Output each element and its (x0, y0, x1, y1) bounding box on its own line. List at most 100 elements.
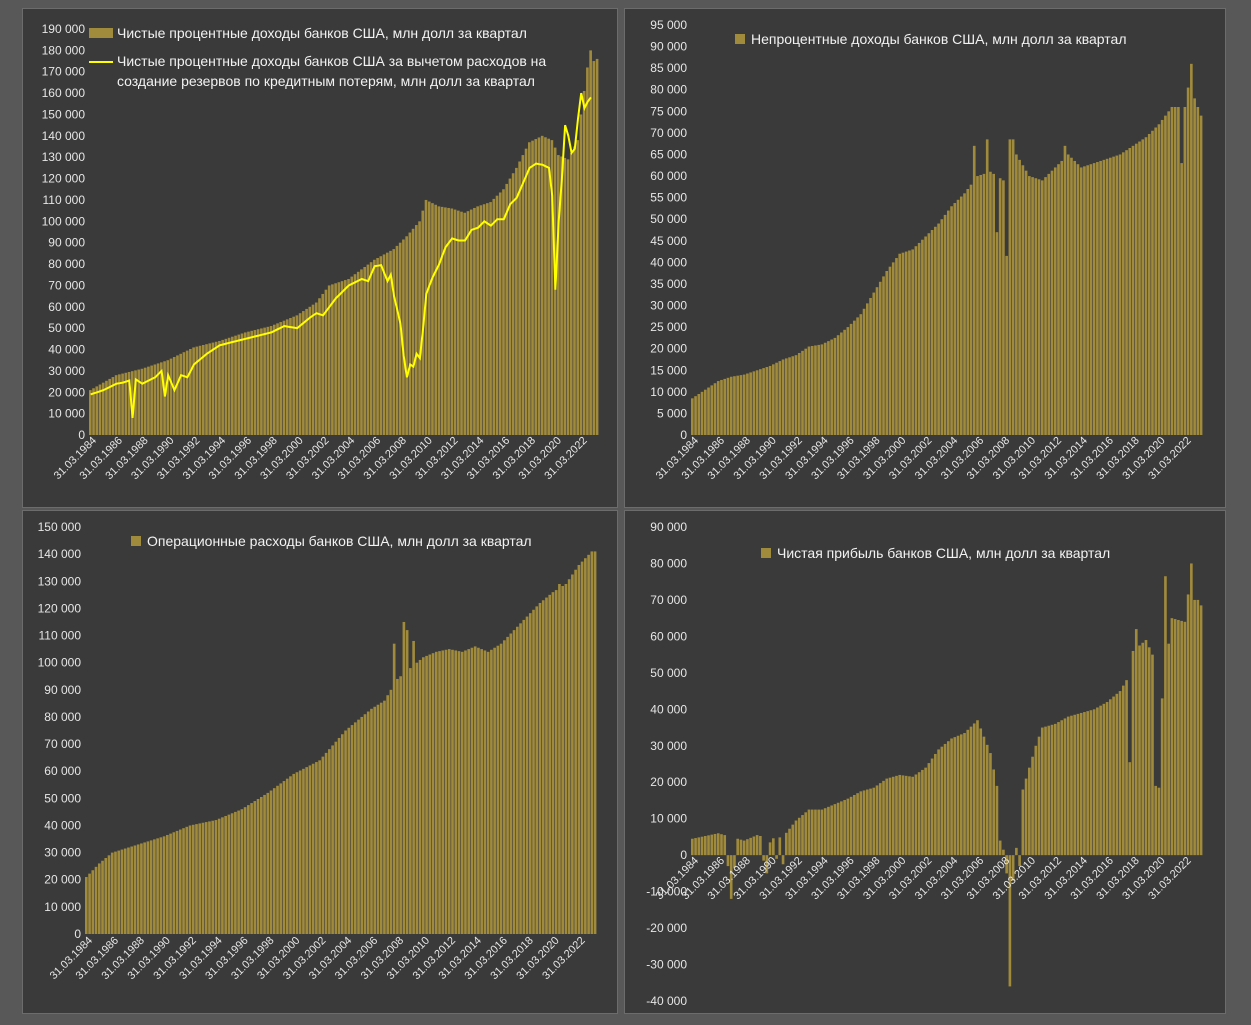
bar (399, 676, 402, 934)
bar (972, 145, 976, 435)
bar (1037, 736, 1041, 856)
bar (447, 207, 450, 435)
bar (784, 358, 788, 435)
bar (133, 845, 137, 934)
bar (1015, 847, 1018, 856)
bar (788, 828, 791, 856)
bar (150, 365, 153, 435)
bar (392, 249, 396, 435)
bar (483, 650, 487, 934)
y-tick-label: -10 000 (646, 885, 687, 899)
bar (469, 209, 473, 435)
bar (1092, 163, 1096, 435)
bar (107, 855, 111, 934)
bar (389, 250, 392, 435)
bar (998, 178, 1002, 436)
y-tick-label: 20 000 (650, 342, 687, 356)
bar (823, 808, 827, 856)
bar (1144, 640, 1148, 856)
bar (370, 708, 373, 934)
y-tick-label: 40 000 (650, 255, 687, 269)
bar (592, 61, 596, 435)
bar (853, 320, 856, 435)
bar (195, 824, 198, 934)
bar (1053, 167, 1057, 435)
bar (123, 848, 127, 934)
bar (810, 809, 814, 856)
chart-panel-net-income: -40 000 -30 000 -20 000 -10 000 0 10 000 20 00… (624, 510, 1226, 1014)
y-tick-label: 110 000 (39, 629, 82, 643)
bar (276, 785, 279, 934)
bar (791, 356, 795, 435)
bar (324, 289, 328, 435)
y-tick-label: 170 000 (42, 65, 86, 79)
bar (480, 649, 483, 934)
bar (1060, 720, 1064, 856)
bar (1096, 162, 1099, 436)
bar (1031, 177, 1034, 435)
bar (788, 357, 791, 435)
bar (703, 836, 707, 856)
bar (490, 649, 493, 934)
bar (136, 844, 140, 934)
bar (856, 317, 859, 435)
bar (163, 361, 166, 435)
y-tick-label: 20 000 (650, 775, 687, 789)
bar (508, 178, 512, 435)
bar (733, 376, 736, 435)
bar (694, 396, 697, 435)
bar (230, 813, 234, 934)
bar (969, 184, 973, 435)
bar (911, 776, 914, 856)
bar (525, 616, 529, 934)
bar (700, 391, 704, 435)
bar (460, 211, 463, 435)
bar (402, 239, 405, 435)
bar (1151, 130, 1154, 435)
bar (998, 840, 1002, 856)
bar (691, 838, 694, 856)
bar (891, 776, 895, 856)
bar (1076, 713, 1080, 856)
bar (749, 372, 752, 435)
bar (1083, 712, 1086, 856)
bar (221, 339, 224, 435)
bar (807, 809, 811, 856)
bar (120, 849, 124, 934)
bar (729, 376, 733, 435)
bar (784, 832, 788, 856)
bar (869, 297, 872, 435)
bar (224, 338, 228, 435)
bar (356, 271, 360, 435)
bar (1076, 164, 1080, 435)
bar (726, 855, 730, 867)
bar (243, 807, 247, 934)
bar (716, 381, 720, 435)
y-tick-label: 80 000 (44, 710, 81, 724)
legend-entry-bars: Чистая прибыль банков США, млн долл за к… (761, 543, 1110, 563)
bar (386, 695, 390, 934)
chart-panel-non-interest-income: 0 5 000 10 000 15 000 20 000 25 000 30 000 35 0… (624, 8, 1226, 508)
bar (1196, 599, 1200, 856)
bar (836, 802, 840, 856)
bar (759, 369, 762, 435)
bar (567, 579, 571, 934)
bar (234, 335, 237, 435)
bar (749, 837, 752, 856)
bar (736, 838, 740, 856)
y-tick-label: 55 000 (650, 191, 687, 205)
y-tick-label: 80 000 (650, 556, 687, 570)
bar (856, 793, 859, 856)
y-tick-label: 90 000 (44, 683, 81, 697)
bar (765, 855, 769, 874)
bar (794, 820, 798, 856)
bar (350, 276, 354, 435)
bar (1112, 696, 1115, 856)
bar (1105, 702, 1109, 856)
bar (130, 846, 134, 934)
y-tick-label: 65 000 (650, 147, 687, 161)
y-tick-label: 50 000 (650, 666, 687, 680)
bar (561, 586, 564, 934)
bar (153, 364, 157, 435)
bar (392, 643, 396, 934)
